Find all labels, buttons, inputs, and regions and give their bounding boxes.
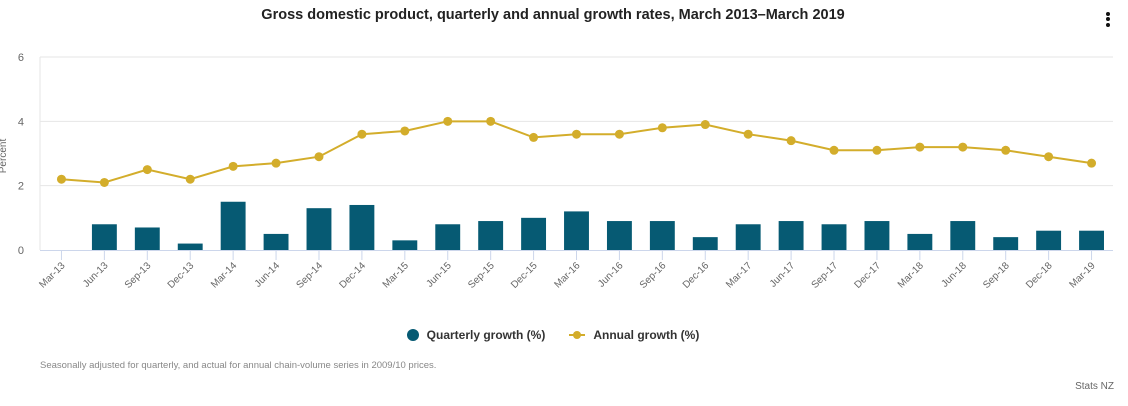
line-point[interactable] (786, 136, 796, 146)
legend: Quarterly growth (%) Annual growth (%) (0, 328, 1106, 342)
gridlines (39, 56, 1113, 250)
x-tick-label: Jun-17 (768, 260, 798, 290)
line-point[interactable] (56, 174, 66, 184)
line-point[interactable] (271, 158, 281, 168)
bar[interactable] (950, 221, 976, 250)
x-tick-label: Mar-17 (724, 260, 754, 290)
line-point[interactable] (1087, 158, 1097, 168)
bar[interactable] (993, 237, 1019, 250)
bar[interactable] (177, 243, 203, 250)
bar[interactable] (1036, 230, 1062, 250)
line-point[interactable] (400, 126, 410, 136)
line-point[interactable] (142, 165, 152, 175)
line-point[interactable] (829, 145, 839, 155)
line-point[interactable] (743, 129, 753, 139)
line-point[interactable] (357, 129, 367, 139)
x-tick-label: Mar-19 (1067, 260, 1097, 290)
line-point[interactable] (443, 116, 453, 126)
line-point[interactable] (958, 142, 968, 152)
bar[interactable] (392, 240, 418, 250)
more-vertical-icon[interactable] (1100, 10, 1116, 30)
x-tick-label: Dec-14 (337, 260, 368, 291)
x-tick-label: Dec-16 (681, 260, 712, 291)
legend-circle-icon (406, 329, 419, 341)
line-point[interactable] (872, 145, 882, 155)
x-tick-label: Jun-13 (81, 260, 111, 290)
x-tick-label: Mar-18 (896, 260, 926, 290)
x-tick-label: Jun-15 (424, 260, 454, 290)
quarterly-bars (91, 201, 1104, 250)
bar[interactable] (692, 237, 718, 250)
bar[interactable] (478, 221, 504, 250)
x-tick-label: Dec-15 (509, 260, 540, 291)
bar[interactable] (564, 211, 589, 250)
bar[interactable] (649, 221, 675, 250)
bar[interactable] (735, 224, 761, 250)
chart-title: Gross domestic product, quarterly and an… (261, 7, 845, 23)
bar[interactable] (521, 217, 547, 250)
legend-line-marker-icon (569, 329, 586, 341)
legend-item-quarterly[interactable]: Quarterly growth (%) (406, 328, 546, 342)
line-point[interactable] (572, 129, 581, 139)
legend-label: Annual growth (%) (593, 328, 700, 342)
bar[interactable] (864, 221, 890, 250)
x-tick-label: Mar-13 (37, 260, 67, 290)
y-tick-label: 0 (18, 245, 24, 257)
legend-item-annual[interactable]: Annual growth (%) (569, 328, 699, 342)
x-tick-label: Sep-17 (810, 260, 841, 291)
chart-caption: Seasonally adjusted for quarterly, and a… (40, 360, 437, 371)
y-axis-label: Percent (0, 139, 9, 174)
x-tick-label: Jun-18 (940, 260, 970, 290)
x-tick-label: Sep-14 (295, 260, 326, 291)
bar[interactable] (263, 233, 289, 250)
bar[interactable] (907, 233, 933, 250)
x-tick-label: Sep-16 (638, 260, 669, 291)
x-tick-label: Sep-18 (981, 260, 1012, 291)
bar[interactable] (220, 201, 246, 250)
bar[interactable] (91, 224, 117, 250)
line-point[interactable] (314, 152, 324, 162)
line-point[interactable] (228, 161, 238, 171)
line-point[interactable] (657, 123, 667, 133)
x-tick-label: Jun-16 (596, 260, 626, 290)
bar[interactable] (134, 227, 160, 250)
line-point[interactable] (614, 129, 624, 139)
x-tick-label: Mar-15 (381, 260, 411, 290)
y-tick-label: 2 (18, 181, 24, 193)
chart-credit[interactable]: Stats NZ (1075, 381, 1114, 392)
line-point[interactable] (1044, 152, 1054, 162)
line-point[interactable] (700, 120, 710, 130)
y-tick-label: 6 (18, 52, 24, 64)
bar[interactable] (349, 204, 375, 250)
bar[interactable] (435, 224, 461, 250)
x-tick-label: Dec-17 (852, 260, 883, 291)
bar[interactable] (1079, 230, 1104, 250)
x-tick-label: Jun-14 (253, 260, 283, 290)
y-axis-ticks: 0 2 4 6 (18, 52, 24, 257)
line-point[interactable] (486, 116, 496, 126)
annual-line (56, 116, 1097, 187)
x-tick-label: Mar-16 (552, 260, 582, 290)
line-point[interactable] (1001, 145, 1011, 155)
x-tick-label: Sep-13 (123, 260, 154, 291)
bar[interactable] (778, 221, 804, 250)
line-point[interactable] (99, 177, 109, 187)
x-tick-label: Dec-13 (166, 260, 197, 291)
x-axis: Mar-13 Jun-13 Sep-13 Dec-13 Mar-14 Jun-14 Sep-… (37, 250, 1113, 291)
line-point[interactable] (529, 132, 539, 142)
line-point[interactable] (915, 142, 925, 152)
x-tick-label: Sep-15 (466, 260, 497, 291)
x-tick-label: Dec-18 (1024, 260, 1055, 291)
bar[interactable] (306, 208, 332, 250)
line-point[interactable] (185, 174, 195, 184)
y-tick-label: 4 (18, 116, 24, 128)
legend-label: Quarterly growth (%) (426, 328, 546, 342)
bar[interactable] (821, 224, 847, 250)
x-tick-label: Mar-14 (209, 260, 239, 290)
bar[interactable] (606, 221, 632, 250)
